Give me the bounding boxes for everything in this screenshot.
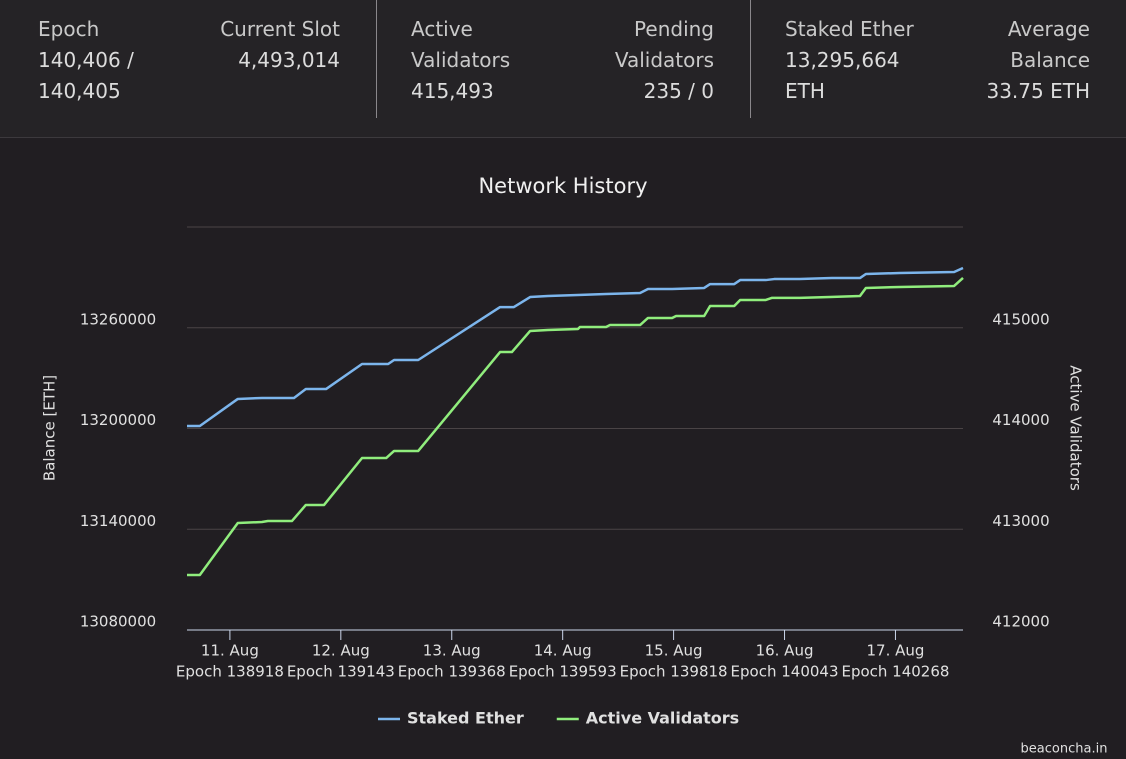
y-tick-label: 13080000 bbox=[80, 613, 156, 631]
x-tick-label: 17. Aug bbox=[866, 642, 924, 660]
stat: Current Slot 4,493,014 bbox=[220, 14, 340, 76]
x-tick-sublabel: Epoch 138918 bbox=[176, 663, 284, 681]
stat-label: Staked Ether bbox=[785, 17, 914, 41]
x-tick-label: 16. Aug bbox=[756, 642, 814, 660]
separator bbox=[376, 0, 377, 118]
series-line bbox=[187, 277, 964, 577]
series-line bbox=[187, 266, 964, 428]
stat-label: Epoch bbox=[38, 17, 100, 41]
stat-value: 140,406 / 140,405 bbox=[38, 48, 134, 103]
watermark: beaconcha.in bbox=[1021, 742, 1108, 757]
x-tick-sublabel: Epoch 140268 bbox=[841, 663, 949, 681]
y-axis-title: Balance [ETH] bbox=[41, 375, 59, 481]
x-tick-label: 13. Aug bbox=[423, 642, 481, 660]
stat-value: 13,295,664 ETH bbox=[785, 48, 900, 103]
x-tick-sublabel: Epoch 139368 bbox=[398, 663, 506, 681]
y2-tick-label: 412000 bbox=[992, 613, 1049, 631]
x-tick-label: 11. Aug bbox=[201, 642, 259, 660]
stat: Pending Validators 235 / 0 bbox=[594, 14, 714, 107]
stats-bar: Epoch 140,406 / 140,405 Current Slot 4,4… bbox=[0, 0, 1126, 138]
x-tick-label: 12. Aug bbox=[312, 642, 370, 660]
y-tick-label: 13140000 bbox=[80, 512, 156, 530]
stat-label: Average Balance bbox=[1007, 17, 1090, 72]
x-tick-sublabel: Epoch 139818 bbox=[620, 663, 728, 681]
x-tick-label: 14. Aug bbox=[534, 642, 592, 660]
stat: Epoch 140,406 / 140,405 bbox=[38, 14, 163, 107]
x-tick-sublabel: Epoch 139143 bbox=[287, 663, 395, 681]
y2-tick-label: 413000 bbox=[992, 512, 1049, 530]
stat-label: Pending Validators bbox=[614, 17, 714, 72]
y2-tick-label: 415000 bbox=[992, 310, 1049, 328]
y2-tick-label: 414000 bbox=[992, 411, 1049, 429]
chart-title: Network History bbox=[478, 174, 647, 198]
separator bbox=[750, 0, 751, 118]
stat-value: 235 / 0 bbox=[643, 79, 714, 103]
stat: Average Balance 33.75 ETH bbox=[950, 14, 1090, 107]
stat-value: 4,493,014 bbox=[238, 48, 340, 72]
stat: Staked Ether 13,295,664 ETH bbox=[785, 14, 930, 107]
stat-label: Active Validators bbox=[411, 17, 511, 72]
chart: Network History Balance [ETH] Active Val… bbox=[41, 174, 1108, 757]
stat-label: Current Slot bbox=[220, 17, 340, 41]
stat-value: 33.75 ETH bbox=[986, 79, 1090, 103]
x-tick-label: 15. Aug bbox=[645, 642, 703, 660]
stat: Active Validators 415,493 bbox=[411, 14, 536, 107]
y-tick-label: 13200000 bbox=[80, 411, 156, 429]
legend-label: Active Validators bbox=[586, 709, 739, 728]
y-tick-label: 13260000 bbox=[80, 310, 156, 328]
stat-value: 415,493 bbox=[411, 79, 494, 103]
x-tick-sublabel: Epoch 139593 bbox=[509, 663, 617, 681]
y2-axis-title: Active Validators bbox=[1067, 365, 1085, 491]
legend-label: Staked Ether bbox=[407, 709, 524, 728]
x-tick-sublabel: Epoch 140043 bbox=[731, 663, 839, 681]
